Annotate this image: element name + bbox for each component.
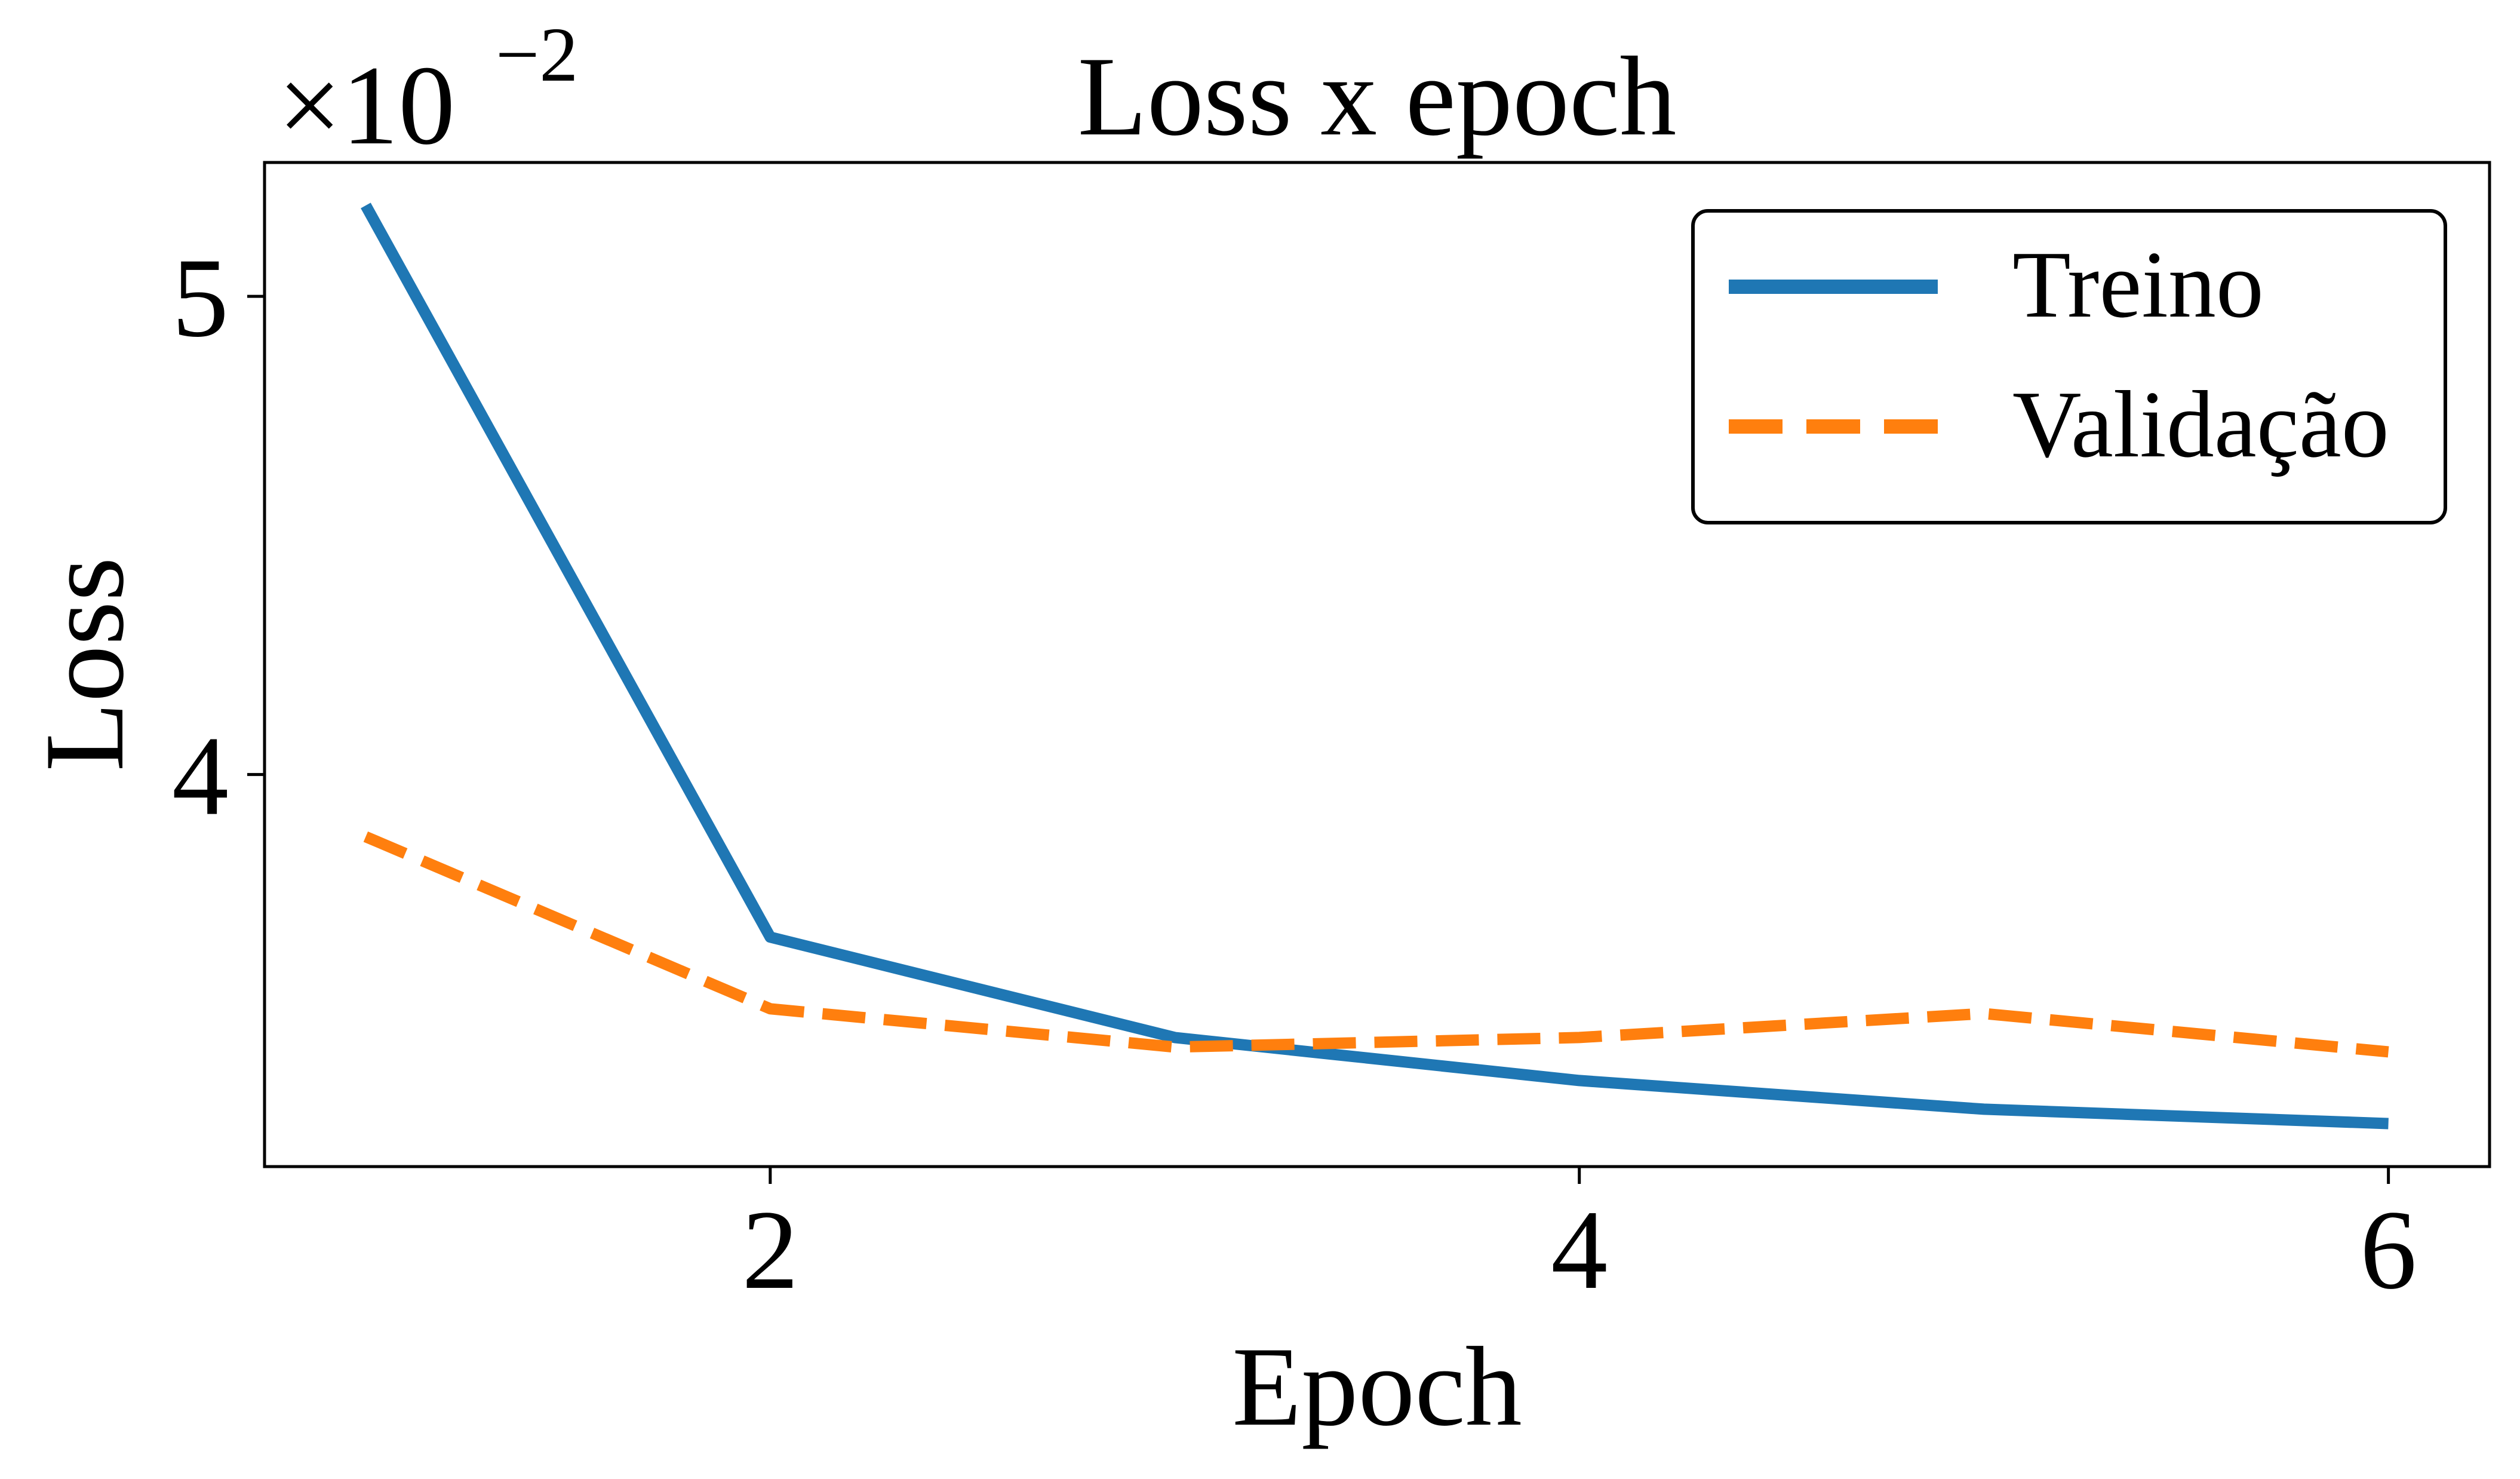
offset-label-base: ×10: [278, 43, 455, 168]
series-layer: [361, 202, 2389, 1130]
chart-title: Loss x epoch: [1078, 34, 1677, 159]
data-point-treino-3: [1174, 1037, 1175, 1038]
series-line-validacao: [363, 831, 2389, 1058]
plot-frame: [263, 161, 2491, 1168]
x-tick-label: 6: [2360, 1188, 2417, 1313]
series-line-treino: [361, 202, 2389, 1130]
data-point-treino-6: [2388, 1123, 2389, 1124]
data-point-treino-1: [365, 205, 366, 206]
data-point-validacao-1: [365, 836, 366, 837]
x-tick-label: 4: [1551, 1188, 1608, 1313]
x-axis-label: Epoch: [1232, 1324, 1522, 1450]
data-point-validacao-6: [2388, 1051, 2389, 1053]
data-point-validacao-5: [1983, 1013, 1984, 1014]
data-point-treino-4: [1579, 1080, 1580, 1081]
legend-label-treino: Treino: [2012, 231, 2264, 337]
legend: Treino Validação: [1691, 209, 2447, 524]
data-point-validacao-3: [1174, 1047, 1175, 1048]
x-tick-label: 2: [742, 1188, 798, 1313]
y-axis-label: Loss: [22, 557, 147, 772]
y-tick-label: 4: [172, 714, 229, 839]
ticks-layer: 2 4 6 4 5: [172, 235, 2417, 1313]
data-point-treino-5: [1983, 1109, 1984, 1110]
data-point-validacao-2: [770, 1008, 771, 1009]
data-point-validacao-4: [1579, 1037, 1580, 1038]
offset-label: ×10 −2: [278, 12, 578, 168]
legend-label-validacao: Validação: [2012, 371, 2389, 477]
data-point-treino-2: [770, 937, 771, 938]
offset-label-exponent: −2: [496, 12, 578, 98]
y-tick-label: 5: [172, 235, 229, 361]
